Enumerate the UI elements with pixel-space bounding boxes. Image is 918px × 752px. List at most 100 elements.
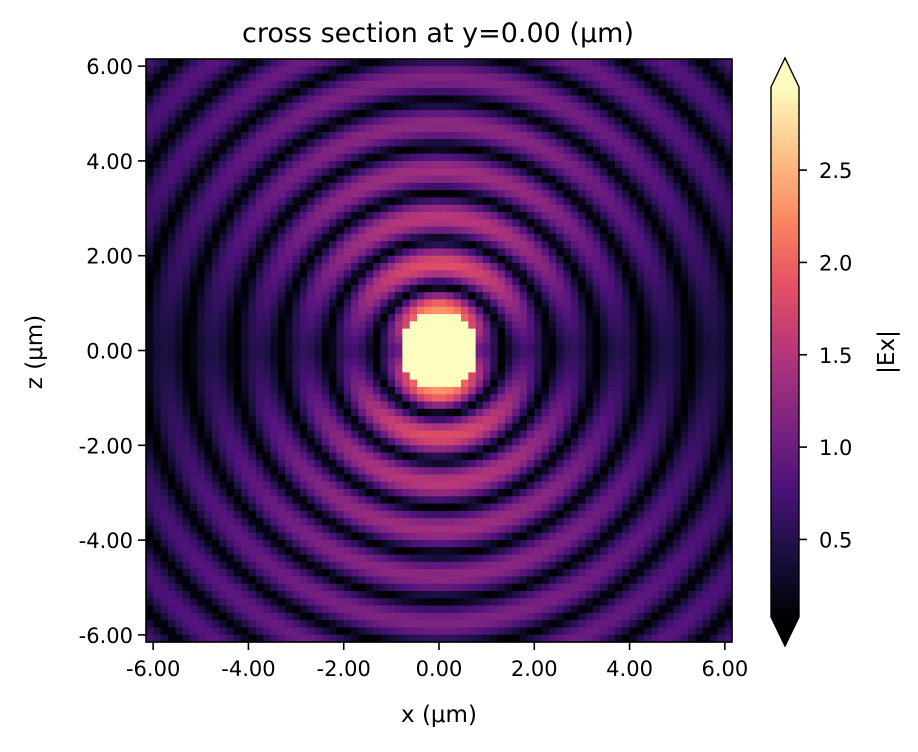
heatmap-cell (695, 197, 704, 206)
heatmap-cell (512, 212, 521, 220)
heatmap-cell (365, 95, 374, 104)
heatmap-cell (263, 182, 272, 191)
heatmap-cell (607, 445, 616, 454)
heatmap-cell (211, 459, 220, 468)
heatmap-cell (614, 124, 623, 133)
heatmap-cell (182, 277, 191, 286)
heatmap-cell (219, 168, 228, 177)
heatmap-cell (197, 175, 206, 184)
heatmap-cell (387, 277, 396, 286)
heatmap-cell (409, 350, 418, 359)
heatmap-cell (460, 372, 469, 381)
heatmap-cell (680, 241, 689, 250)
heatmap-cell (343, 233, 352, 242)
heatmap-cell (314, 503, 323, 512)
heatmap-cell (724, 80, 733, 89)
heatmap-cell (556, 459, 565, 468)
heatmap-cell (431, 233, 440, 242)
heatmap-cell (255, 488, 264, 497)
heatmap-cell (182, 204, 191, 213)
heatmap-cell (395, 386, 403, 395)
heatmap-cell (248, 459, 257, 468)
heatmap-cell (724, 299, 733, 308)
heatmap-cell (277, 321, 286, 330)
heatmap-cell (358, 73, 367, 82)
heatmap-cell (358, 131, 367, 140)
heatmap-cell (358, 95, 367, 104)
heatmap-cell (189, 139, 198, 148)
heatmap-cell (277, 343, 286, 352)
heatmap-cell (622, 408, 631, 417)
heatmap-cell (468, 445, 477, 454)
heatmap-cell (387, 467, 396, 475)
heatmap-cell (277, 102, 286, 111)
heatmap-cell (233, 510, 242, 519)
heatmap-cell (614, 117, 623, 126)
heatmap-cell (673, 306, 682, 315)
heatmap-cell (717, 437, 726, 446)
heatmap-cell (592, 102, 601, 111)
heatmap-cell (710, 66, 718, 75)
heatmap-cell (175, 394, 184, 403)
heatmap-cell (636, 459, 645, 468)
heatmap-cell (453, 328, 462, 337)
heatmap-cell (592, 139, 601, 148)
heatmap-cell (688, 357, 696, 366)
heatmap-cell (351, 168, 360, 177)
heatmap-cell (556, 102, 565, 111)
heatmap-cell (600, 124, 609, 133)
heatmap-cell (307, 219, 316, 228)
heatmap-cell (607, 73, 616, 82)
heatmap-cell (380, 95, 389, 104)
heatmap-cell (182, 394, 191, 403)
heatmap-cell (439, 102, 447, 111)
heatmap-cell (336, 496, 345, 505)
heatmap-cell (475, 212, 484, 220)
heatmap-cell (578, 321, 587, 330)
heatmap-cell (702, 190, 711, 199)
heatmap-cell (578, 139, 587, 148)
heatmap-cell (380, 284, 389, 293)
heatmap-cell (695, 335, 704, 344)
heatmap-cell (680, 459, 689, 468)
heatmap-cell (512, 365, 521, 373)
heatmap-cell (460, 394, 469, 403)
heatmap-cell (182, 365, 191, 373)
heatmap-cell (446, 365, 455, 373)
heatmap-cell (292, 190, 301, 199)
heatmap-cell (570, 59, 579, 67)
heatmap-cell (277, 241, 286, 250)
heatmap-cell (402, 139, 411, 148)
heatmap-cell (233, 212, 242, 220)
heatmap-cell (636, 343, 645, 352)
heatmap-cell (409, 481, 418, 490)
heatmap-cell (226, 270, 235, 279)
heatmap-cell (395, 270, 403, 279)
heatmap-cell (387, 102, 396, 111)
heatmap-cell (321, 88, 330, 97)
heatmap-cell (695, 110, 704, 118)
heatmap-cell (255, 182, 264, 191)
heatmap-cell (724, 182, 733, 191)
heatmap-cell (146, 80, 154, 89)
heatmap-cell (453, 212, 462, 220)
heatmap-cell (666, 416, 674, 424)
heatmap-cell (351, 423, 360, 432)
heatmap-cell (468, 95, 477, 104)
heatmap-cell (680, 321, 689, 330)
heatmap-cell (717, 299, 726, 308)
heatmap-cell (373, 131, 381, 140)
heatmap-cell (570, 430, 579, 439)
heatmap-cell (189, 168, 198, 177)
heatmap-cell (270, 496, 279, 505)
heatmap-cell (607, 88, 616, 97)
heatmap-cell (167, 139, 176, 148)
heatmap-cell (688, 474, 696, 483)
heatmap-cell (504, 153, 513, 162)
heatmap-cell (578, 219, 587, 228)
heatmap-cell (285, 233, 294, 242)
heatmap-cell (622, 146, 631, 155)
heatmap-cell (688, 496, 696, 505)
heatmap-cell (622, 467, 631, 475)
heatmap-cell (534, 437, 543, 446)
